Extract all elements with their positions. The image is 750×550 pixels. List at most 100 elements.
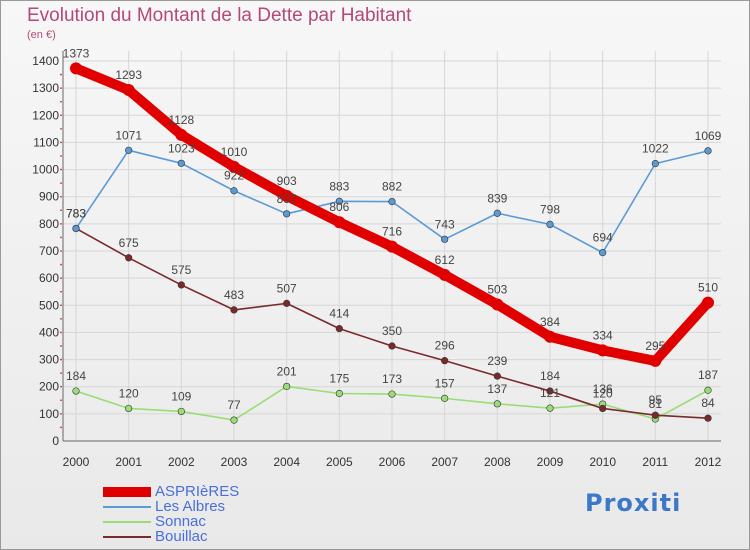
data-point (72, 224, 80, 233)
data-point (386, 240, 398, 253)
y-minor-tick (60, 236, 62, 239)
data-point (125, 146, 133, 154)
x-axis-ticks: 2000 2001 2002 2003 2004 2005 2006 2007 2008 2009… (63, 455, 722, 469)
proxiti-logo: Proxiti (585, 489, 681, 517)
data-point (125, 254, 133, 262)
legend-label: Sonnac (155, 513, 206, 530)
y-minor-tick (60, 372, 62, 375)
y-minor-tick (60, 345, 62, 347)
data-point (388, 390, 396, 398)
x-tick-label: 2006 (379, 455, 406, 469)
legend-label: Les Albres (155, 498, 226, 515)
data-label: 95 (649, 393, 663, 407)
data-point (228, 160, 240, 173)
data-label: 1010 (221, 145, 248, 159)
data-label: 903 (277, 174, 297, 188)
data-label: 77 (227, 398, 241, 412)
data-label: 414 (329, 307, 349, 321)
y-minor-tick (60, 250, 62, 252)
y-tick-label: 300 (39, 353, 59, 367)
y-minor-tick (60, 331, 62, 334)
data-label: 783 (66, 206, 86, 220)
data-point (493, 400, 501, 408)
y-tick-label: 900 (39, 190, 59, 204)
y-minor-tick (60, 385, 62, 388)
y-tick-label: 400 (39, 325, 59, 339)
data-point (546, 387, 554, 395)
data-point (441, 357, 449, 365)
data-point (333, 216, 346, 229)
y-minor-tick (60, 317, 62, 320)
y-tick-label: 1200 (32, 108, 59, 122)
data-label: 922 (224, 169, 244, 183)
data-label: 81 (649, 397, 663, 411)
y-tick-label: 1300 (32, 81, 59, 95)
data-label: 120 (593, 386, 613, 400)
grid-lines (63, 51, 721, 442)
series-lines (70, 62, 714, 424)
legend-swatch (103, 487, 151, 497)
data-label: 239 (487, 354, 507, 368)
data-point (493, 372, 501, 380)
data-point (704, 386, 712, 394)
x-tick-label: 2000 (63, 455, 90, 469)
data-point (388, 198, 396, 206)
y-tick-label: 800 (39, 217, 59, 231)
data-label: 839 (487, 191, 507, 205)
data-label: 137 (487, 382, 507, 396)
data-point (702, 296, 714, 309)
y-minor-tick (60, 399, 62, 402)
data-label: 84 (701, 396, 715, 410)
x-tick-label: 2002 (168, 455, 195, 469)
y-tick-label: 100 (39, 407, 59, 421)
data-point (175, 128, 188, 141)
legend-swatch (103, 506, 151, 508)
y-minor-tick (60, 277, 62, 280)
data-point (283, 299, 291, 307)
data-label: 1128 (168, 113, 194, 127)
data-labels: 184 120 109 77 201 175 173 157 137 121 136 81 187 783… (63, 46, 722, 412)
data-label: 1023 (168, 141, 195, 155)
data-label: 798 (540, 202, 560, 216)
x-tick-label: 2010 (589, 455, 616, 469)
y-minor-tick (60, 100, 62, 103)
data-label: 783 (66, 206, 86, 220)
y-minor-tick (60, 141, 62, 144)
data-label: 837 (277, 192, 297, 206)
y-minor-tick (60, 114, 62, 117)
data-point (651, 160, 659, 168)
data-label: 175 (329, 372, 349, 386)
data-point (283, 210, 291, 218)
y-tick-label: 600 (39, 271, 59, 285)
y-minor-tick (60, 73, 62, 76)
data-point (544, 330, 556, 343)
y-minor-tick (60, 290, 62, 293)
logo-text: Proxiti (585, 489, 682, 517)
x-tick-label: 2008 (484, 455, 511, 469)
legend-label: Bouillac (155, 528, 208, 545)
unit-label: (en €) (27, 29, 56, 41)
data-label: 743 (435, 217, 455, 231)
y-minor-tick (60, 168, 62, 171)
data-label: 806 (329, 200, 349, 214)
data-label: 121 (540, 386, 560, 400)
data-point (546, 220, 554, 228)
data-label: 296 (435, 339, 455, 353)
data-point (546, 404, 554, 412)
y-minor-tick (60, 209, 62, 212)
data-point (280, 189, 293, 202)
y-minor-tick (60, 222, 62, 225)
data-point (438, 268, 451, 281)
data-label: 716 (382, 225, 402, 239)
data-point (493, 209, 501, 217)
y-minor-tick (60, 426, 62, 429)
y-tick-label: 700 (39, 244, 59, 258)
data-point (704, 147, 712, 155)
legend-swatch (103, 521, 151, 523)
data-point (599, 249, 607, 257)
y-minor-tick (60, 155, 62, 157)
data-label: 483 (224, 288, 244, 302)
y-minor-tick (60, 87, 62, 90)
data-label: 350 (382, 324, 402, 338)
